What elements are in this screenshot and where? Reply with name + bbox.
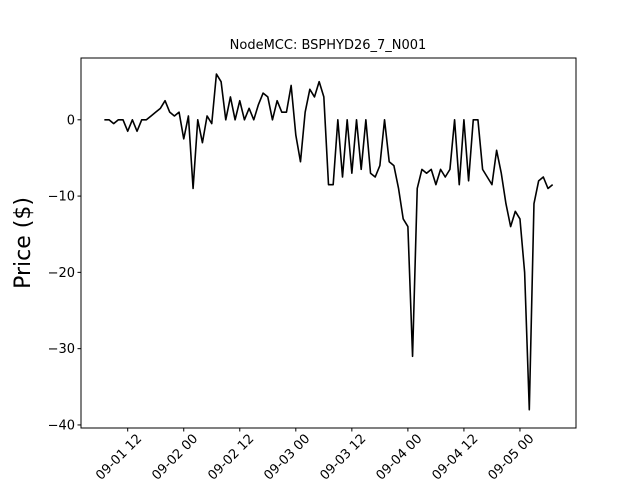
x-tick-label: 09-03 12 bbox=[317, 432, 369, 480]
x-tick-label: 09-05 00 bbox=[486, 432, 538, 480]
y-tick-label: −40 bbox=[48, 418, 75, 433]
y-tick-label: 0 bbox=[67, 113, 75, 128]
y-tick-label: −10 bbox=[48, 190, 75, 205]
y-tick-label: −20 bbox=[48, 266, 75, 281]
x-tick-label: 09-02 00 bbox=[149, 432, 201, 480]
plot-frame bbox=[80, 57, 577, 429]
x-tick-label: 09-03 00 bbox=[261, 432, 313, 480]
y-tick-label: −30 bbox=[48, 342, 75, 357]
x-tick-label: 09-04 12 bbox=[429, 432, 481, 480]
x-tick-label: 09-02 12 bbox=[205, 432, 257, 480]
y-axis-label: Price ($) bbox=[11, 197, 36, 289]
x-tick-label: 09-04 00 bbox=[373, 432, 425, 480]
x-tick-label: 09-01 12 bbox=[93, 432, 145, 480]
data-line bbox=[104, 73, 554, 411]
chart-title: NodeMCC: BSPHYD26_7_N001 bbox=[230, 38, 427, 53]
